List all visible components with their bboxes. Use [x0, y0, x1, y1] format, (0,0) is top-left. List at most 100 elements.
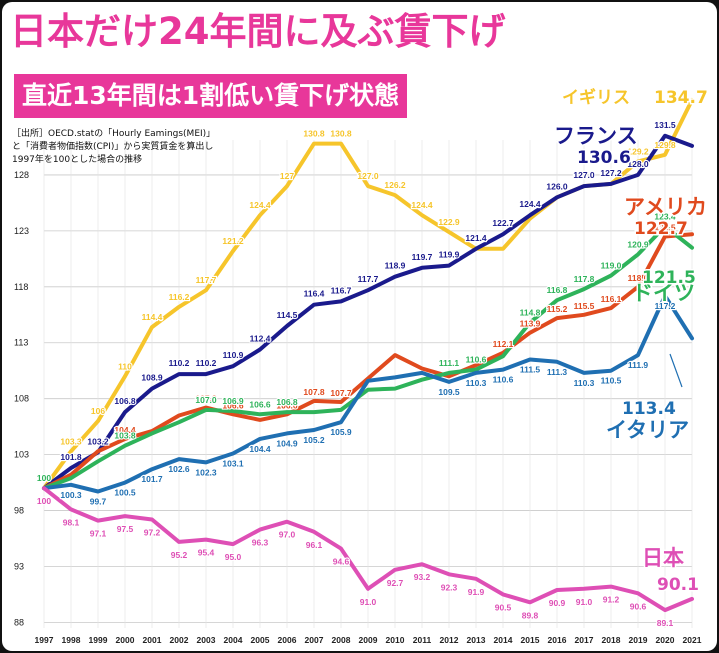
x-tick-label: 2006 [278, 635, 297, 645]
x-tick-label: 2016 [548, 635, 567, 645]
data-label: 98.1 [63, 517, 80, 527]
chart-title: 日本だけ24年間に及ぶ賃下げ [10, 10, 506, 53]
y-tick-label: 118 [14, 282, 28, 292]
x-tick-label: 2009 [359, 635, 378, 645]
x-tick-label: 2001 [143, 635, 162, 645]
data-label: 110.6 [466, 355, 487, 365]
x-tick-label: 2017 [575, 635, 594, 645]
x-tick-label: 2014 [494, 635, 513, 645]
data-label: 118.9 [385, 261, 406, 271]
data-label: 95.2 [171, 550, 188, 560]
x-tick-label: 2003 [197, 635, 216, 645]
data-label: 91.2 [603, 595, 620, 605]
data-label: 95.4 [198, 548, 215, 558]
data-label: 89.8 [522, 610, 539, 620]
data-label: 91.0 [576, 597, 593, 607]
x-tick-label: 2000 [116, 635, 135, 645]
data-label: 103.8 [114, 431, 136, 441]
data-label: 113.9 [520, 319, 541, 329]
x-tick-label: 2008 [332, 635, 351, 645]
data-label: 122.7 [492, 218, 514, 228]
data-label: 127 [280, 171, 294, 181]
x-tick-label: 1998 [62, 635, 81, 645]
data-label: 116.2 [169, 292, 190, 302]
y-tick-label: 108 [14, 394, 29, 404]
data-label: 127.0 [357, 171, 379, 181]
data-label: 106.6 [222, 400, 244, 410]
data-label: 111.5 [520, 365, 541, 375]
data-label: 108.9 [141, 373, 163, 383]
data-label: 100.5 [114, 488, 136, 498]
data-label: 106.6 [249, 399, 271, 409]
data-label: 101.7 [141, 474, 163, 484]
data-label: 110.6 [493, 375, 514, 385]
x-tick-label: 2011 [413, 635, 432, 645]
data-label: 97.5 [117, 524, 134, 534]
x-tick-label: 1999 [89, 635, 108, 645]
x-tick-label: 1997 [35, 635, 54, 645]
series-end-label: 130.6 [577, 148, 631, 168]
data-label: 119.0 [601, 261, 622, 271]
data-label: 97.0 [279, 530, 296, 540]
data-label: 102.6 [168, 464, 190, 474]
series-end-label: 134.7 [654, 88, 708, 108]
data-label: 103.2 [87, 436, 109, 446]
data-label: 107.0 [195, 395, 217, 405]
data-label: 115.5 [574, 301, 595, 311]
italy-leader-line [669, 353, 683, 388]
data-label: 116.8 [547, 285, 568, 295]
series-end-label: 113.4 [622, 399, 676, 419]
data-label: 96.1 [306, 540, 323, 550]
series-line [42, 486, 694, 613]
data-label: 121.2 [222, 236, 244, 246]
data-label: 101.8 [60, 452, 82, 462]
data-label: 97.1 [90, 529, 107, 539]
data-label: 100 [37, 496, 51, 506]
y-tick-label: 123 [14, 226, 29, 236]
x-tick-label: 2010 [386, 635, 405, 645]
data-label: 127.0 [573, 170, 595, 180]
data-label: 111.3 [547, 367, 568, 377]
data-label: 112.4 [250, 333, 271, 343]
data-label: 91.9 [468, 587, 485, 597]
data-label: 122.9 [438, 217, 460, 227]
data-label: 100.3 [60, 490, 82, 500]
y-tick-label: 113 [14, 338, 28, 348]
data-label: 106.9 [222, 396, 244, 406]
data-label: 111.1 [439, 358, 460, 368]
data-label: 105.2 [303, 435, 325, 445]
series-end-label: 90.1 [657, 575, 699, 595]
x-tick-label: 2007 [305, 635, 324, 645]
data-label: 120.9 [627, 239, 649, 249]
data-label: 107.8 [303, 387, 325, 397]
data-label: 117.7 [358, 274, 379, 284]
data-label: 106.8 [114, 396, 136, 406]
data-label: 97.2 [144, 527, 161, 537]
data-label: 106.8 [276, 397, 298, 407]
x-tick-label: 2020 [656, 635, 675, 645]
x-tick-label: 2019 [629, 635, 648, 645]
data-label: 110.9 [223, 350, 244, 360]
y-tick-label: 88 [14, 617, 24, 627]
series-end-label: 122.7 [634, 219, 688, 239]
data-label: 109.5 [438, 387, 460, 397]
data-label: 118.0 [628, 273, 649, 283]
series-name-label: ドイツ [632, 281, 695, 305]
x-tick-label: 2005 [251, 635, 270, 645]
data-label: 130.8 [303, 129, 325, 139]
data-label: 106 [91, 406, 105, 416]
series-name-label: 日本 [642, 546, 684, 570]
data-label: 106.6 [276, 400, 298, 410]
y-tick-label: 103 [14, 450, 29, 460]
data-label: 114.5 [277, 310, 298, 320]
data-label: 116.1 [601, 294, 622, 304]
series-line [42, 133, 694, 491]
data-label: 90.6 [630, 601, 647, 611]
data-label: 90.9 [549, 598, 566, 608]
data-label: 128.0 [627, 159, 649, 169]
series-name-label: アメリカ [624, 195, 707, 219]
data-label: 122.5 [654, 222, 676, 232]
data-label: 94.6 [333, 557, 350, 567]
